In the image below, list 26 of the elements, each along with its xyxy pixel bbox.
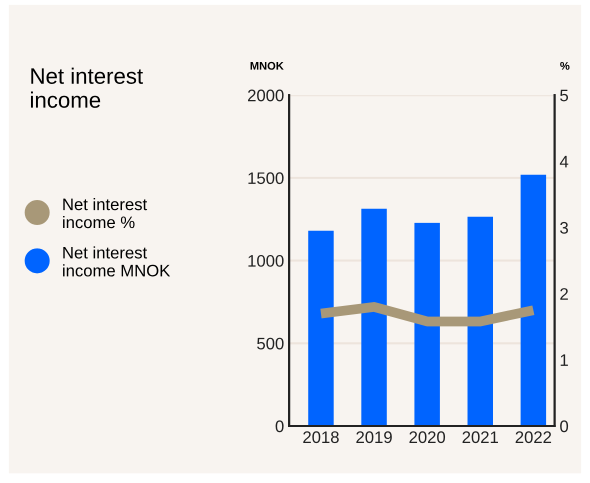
- bar: [414, 222, 440, 426]
- bar: [468, 216, 494, 426]
- x-tick-label: 2020: [409, 431, 446, 444]
- y-axis-title: MNOK: [250, 62, 284, 70]
- x-tick-label: 2018: [303, 431, 339, 444]
- y-tick-label: 500: [257, 338, 284, 350]
- y2-tick-label: 1: [560, 354, 568, 366]
- bar: [361, 208, 387, 426]
- y2-tick-label: 4: [560, 156, 568, 168]
- y2-tick-label: 2: [560, 288, 568, 300]
- y-tick-label: 2000: [248, 90, 284, 102]
- bar: [520, 174, 546, 426]
- x-tick-label: 2022: [516, 431, 552, 444]
- legend-label: Net interest income MNOK: [63, 246, 170, 277]
- x-tick-label: 2021: [462, 431, 498, 444]
- y-tick-label: 0: [276, 420, 284, 432]
- y-tick-label: 1000: [248, 254, 284, 267]
- x-tick-label: 2019: [356, 431, 392, 444]
- bar: [308, 230, 334, 426]
- y2-tick-label: 5: [560, 90, 568, 102]
- legend-label: Net interest income %: [63, 198, 148, 228]
- text: Net interest income: [30, 68, 143, 108]
- y2-axis-title: %: [560, 62, 570, 70]
- y2-tick-label: 3: [560, 222, 568, 234]
- y2-tick-label: 0: [560, 420, 568, 432]
- y-tick-label: 1500: [248, 172, 284, 184]
